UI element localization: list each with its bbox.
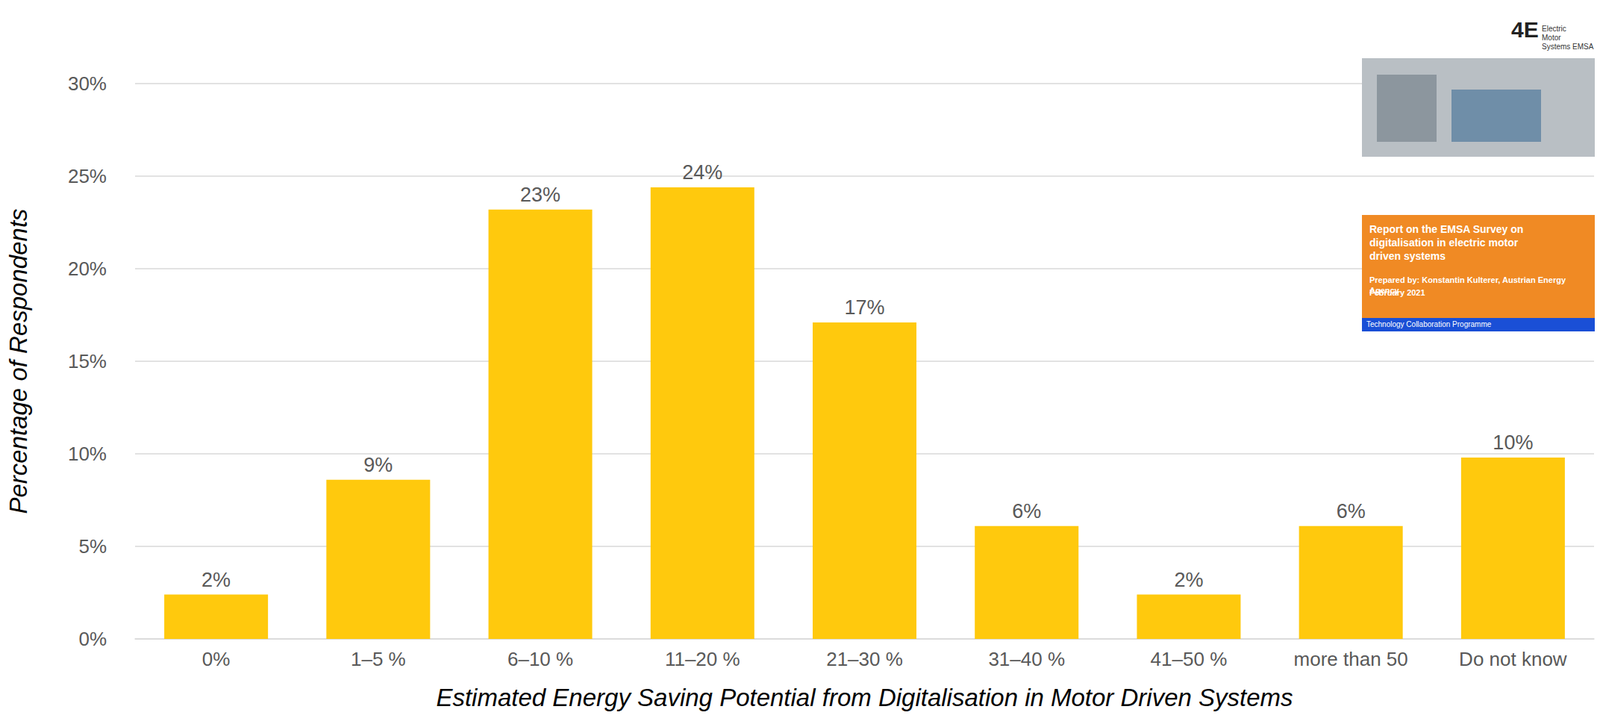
svg-text:Technology Collaboration Progr: Technology Collaboration Programme <box>1366 320 1492 329</box>
svg-text:driven systems: driven systems <box>1369 250 1446 262</box>
svg-text:41–50 %: 41–50 % <box>1150 647 1228 671</box>
svg-text:10%: 10% <box>1492 431 1533 454</box>
svg-text:24%: 24% <box>682 161 723 184</box>
svg-text:6%: 6% <box>1011 500 1042 523</box>
svg-text:11–20 %: 11–20 % <box>664 647 741 671</box>
svg-text:10%: 10% <box>67 442 107 465</box>
svg-text:Do not know: Do not know <box>1458 647 1568 671</box>
svg-text:9%: 9% <box>363 453 393 477</box>
svg-text:30%: 30% <box>67 72 107 95</box>
svg-text:Prepared by: Konstantin Kulter: Prepared by: Konstantin Kulterer, Austri… <box>1369 275 1568 285</box>
svg-text:6%: 6% <box>1336 500 1366 523</box>
svg-text:20%: 20% <box>67 257 107 280</box>
svg-text:Percentage of Respondents: Percentage of Respondents <box>4 208 33 514</box>
svg-text:5%: 5% <box>78 535 107 558</box>
svg-text:0%: 0% <box>78 627 107 650</box>
svg-text:31–40 %: 31–40 % <box>988 647 1065 671</box>
svg-text:Report on the EMSA Survey on: Report on the EMSA Survey on <box>1369 223 1527 236</box>
svg-text:Electric: Electric <box>1541 24 1569 33</box>
svg-text:1–5 %: 1–5 % <box>350 647 406 671</box>
svg-text:2%: 2% <box>201 568 231 592</box>
svg-text:23%: 23% <box>520 183 561 206</box>
svg-text:25%: 25% <box>67 164 107 188</box>
svg-text:4E: 4E <box>1511 17 1539 42</box>
svg-text:Motor: Motor <box>1541 33 1563 42</box>
svg-text:digitalisation in electric mot: digitalisation in electric motor <box>1369 236 1521 249</box>
svg-text:21–30 %: 21–30 % <box>826 647 903 671</box>
svg-text:17%: 17% <box>844 296 885 319</box>
svg-text:February 2021: February 2021 <box>1369 288 1426 298</box>
svg-text:0%: 0% <box>202 647 231 671</box>
svg-text:Estimated Energy Saving Potent: Estimated Energy Saving Potential from D… <box>435 683 1293 712</box>
svg-text:more than 50: more than 50 <box>1294 647 1409 671</box>
svg-text:Systems EMSA: Systems EMSA <box>1541 42 1595 51</box>
svg-text:15%: 15% <box>67 350 107 373</box>
svg-text:2%: 2% <box>1173 568 1203 592</box>
svg-text:6–10 %: 6–10 % <box>507 647 574 671</box>
